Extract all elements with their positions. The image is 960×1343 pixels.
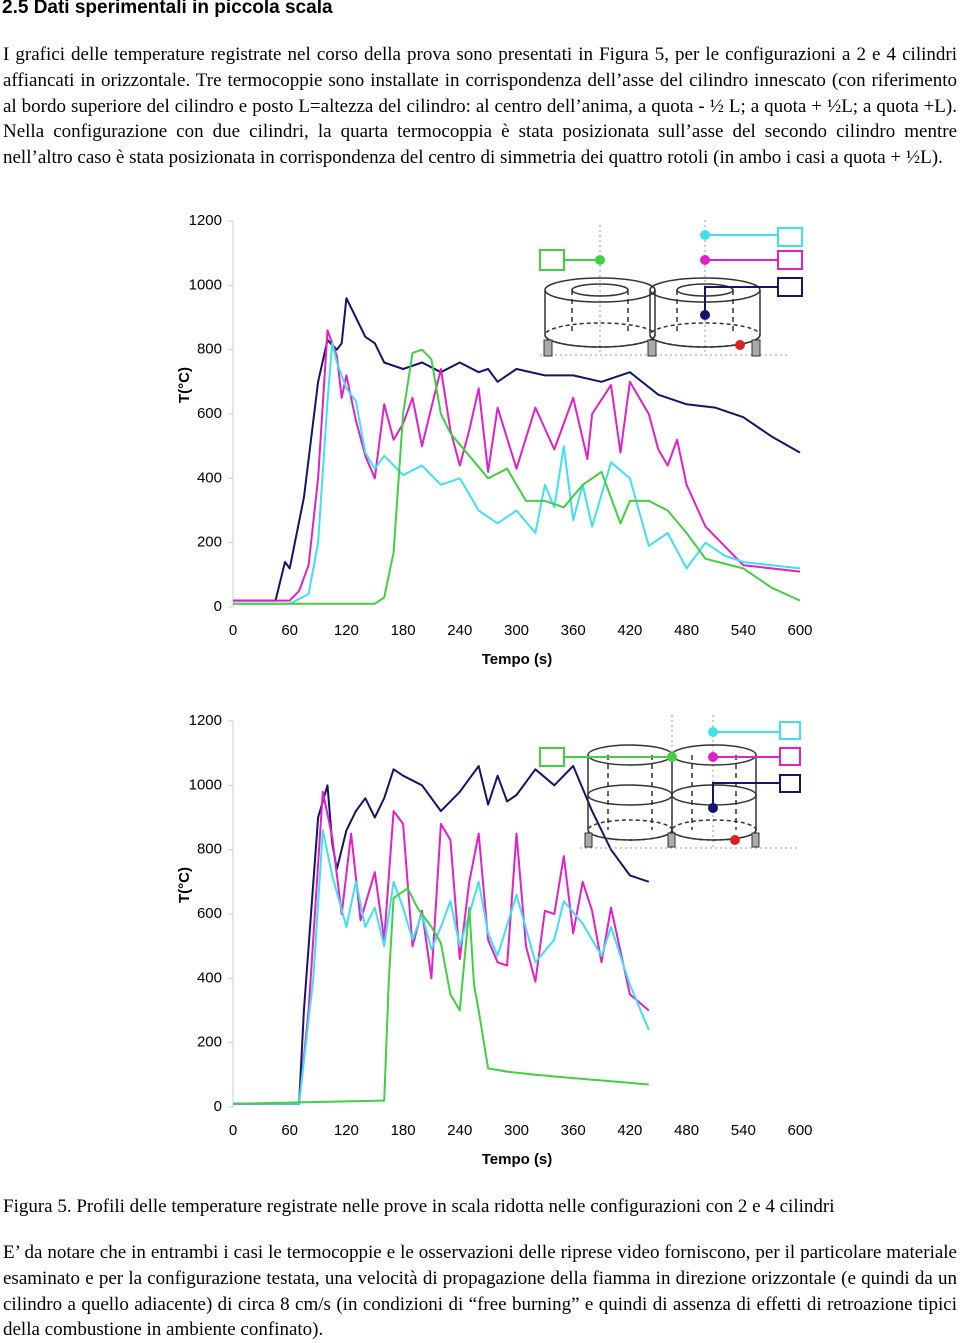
y-tick-label: 1000 — [189, 276, 222, 293]
x-tick-label: 360 — [561, 1122, 586, 1139]
series-line — [233, 790, 650, 1105]
x-tick-label: 240 — [447, 622, 472, 639]
chart: 0 200 400 600 800 1000 1200 0 60 120 180 240 300 360 4… — [176, 212, 813, 668]
y-tick-label: 600 — [197, 405, 222, 422]
y-axis-title: T(°C) — [176, 867, 193, 903]
x-tick-label: 60 — [281, 622, 298, 639]
x-tick-label: 0 — [229, 1122, 237, 1139]
x-tick-label: 300 — [504, 622, 529, 639]
x-axis-title: Tempo (s) — [482, 651, 553, 668]
y-tick-label: 0 — [214, 598, 222, 615]
y-tick-label: 800 — [197, 841, 222, 858]
figure-caption: Figura 5. Profili delle temperature regi… — [3, 1196, 835, 1217]
paragraph: E’ da notare che in entrambi i casi le t… — [3, 1242, 957, 1341]
x-tick-label: 180 — [391, 1122, 416, 1139]
x-axis-title: Tempo (s) — [482, 1151, 553, 1168]
x-tick-label: 480 — [674, 1122, 699, 1139]
x-tick-label: 360 — [561, 622, 586, 639]
x-tick-label: 120 — [334, 622, 359, 639]
y-tick-label: 1200 — [189, 212, 222, 229]
series-line — [233, 297, 801, 602]
series-line — [232, 887, 649, 1105]
y-tick-label: 400 — [197, 469, 222, 486]
series-line — [233, 765, 650, 1105]
x-tick-label: 240 — [447, 1122, 472, 1139]
inset-diagram — [539, 220, 803, 357]
y-tick-label: 1200 — [189, 712, 222, 729]
series-line — [233, 342, 801, 605]
inset-diagram — [539, 715, 801, 849]
series-line — [233, 329, 801, 602]
y-tick-label: 800 — [197, 341, 222, 358]
y-tick-label: 600 — [197, 905, 222, 922]
x-tick-label: 0 — [229, 622, 237, 639]
x-tick-label: 60 — [281, 1122, 298, 1139]
y-axis-title: T(°C) — [176, 367, 193, 403]
x-tick-label: 420 — [617, 1122, 642, 1139]
chart: 0 200 400 600 800 1000 1200 0 60 120 180 240 300 360 4… — [176, 712, 813, 1168]
y-tick-label: 0 — [214, 1098, 222, 1115]
x-tick-label: 600 — [787, 622, 812, 639]
x-tick-label: 540 — [731, 622, 756, 639]
x-tick-label: 300 — [504, 1122, 529, 1139]
series-line — [233, 829, 650, 1105]
y-tick-label: 1000 — [189, 776, 222, 793]
heading: 2.5 Dati sperimentali in piccola scala — [2, 0, 333, 18]
x-tick-label: 540 — [731, 1122, 756, 1139]
x-tick-label: 420 — [617, 622, 642, 639]
x-tick-label: 600 — [787, 1122, 812, 1139]
y-tick-label: 200 — [197, 1034, 222, 1051]
series-line — [233, 348, 801, 605]
y-tick-label: 400 — [197, 969, 222, 986]
x-tick-label: 180 — [391, 622, 416, 639]
y-tick-label: 200 — [197, 534, 222, 551]
x-tick-label: 480 — [674, 622, 699, 639]
paragraph: I grafici delle temperature registrate n… — [3, 44, 957, 169]
x-tick-label: 120 — [334, 1122, 359, 1139]
